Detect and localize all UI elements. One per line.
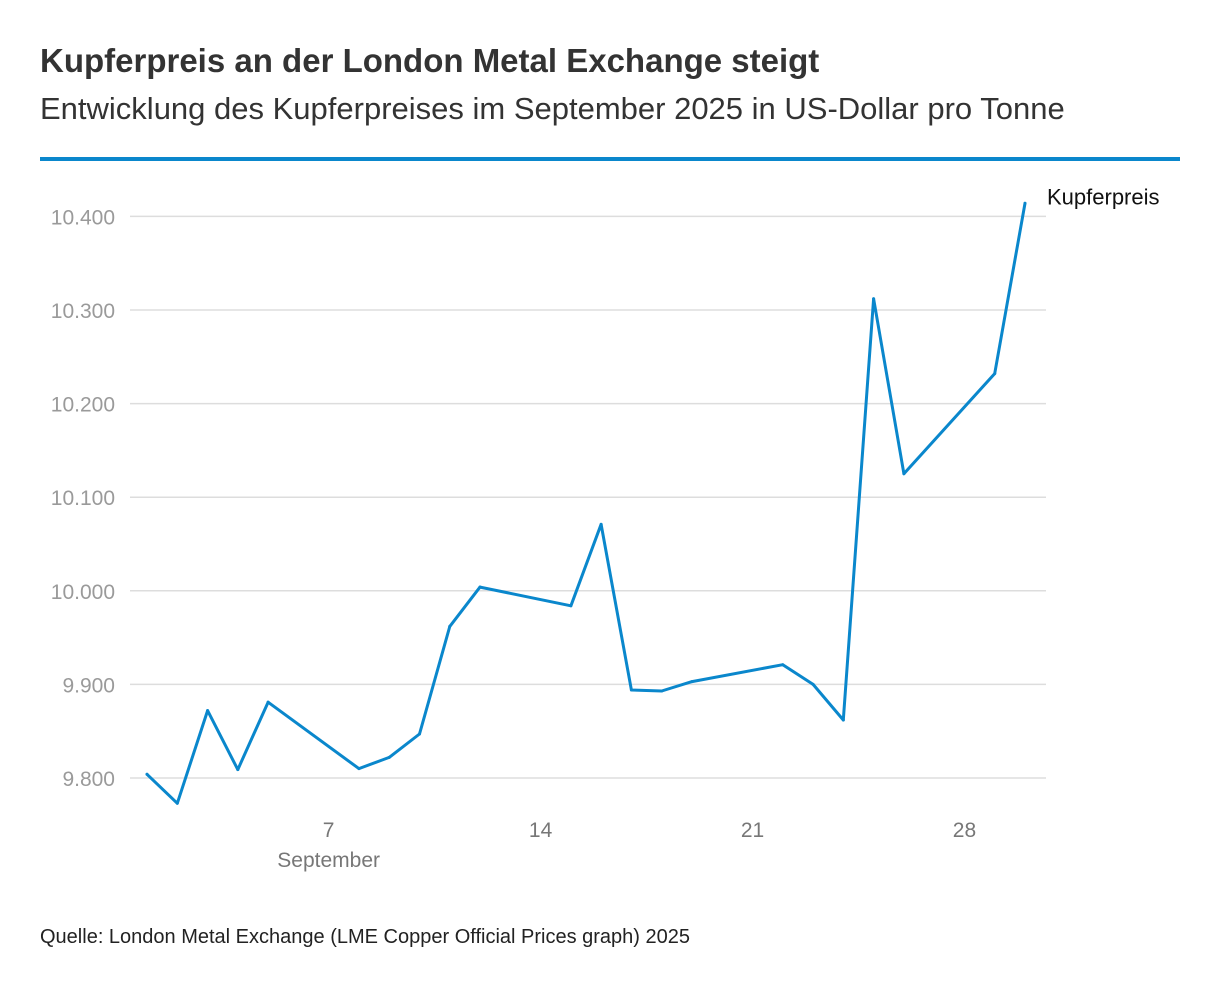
y-tick-label: 10.000 xyxy=(51,581,115,604)
y-tick-label: 10.100 xyxy=(51,487,115,510)
data-point xyxy=(872,297,876,301)
title-divider xyxy=(40,157,1180,161)
data-point xyxy=(569,604,573,608)
x-tick-label: 21 xyxy=(741,819,764,842)
y-axis-ticks: 9.800 9.900 10.000 10.100 10.200 10.300 10.400 xyxy=(51,206,115,791)
data-point xyxy=(811,682,815,686)
data-point xyxy=(599,522,603,526)
chart-subtitle: Entwicklung des Kupferpreises im Septemb… xyxy=(40,91,1065,126)
data-point xyxy=(357,767,361,771)
y-tick-label: 9.900 xyxy=(62,674,115,697)
data-point xyxy=(781,663,785,667)
data-point xyxy=(236,768,240,772)
data-point xyxy=(478,585,482,589)
source-note: Quelle: London Metal Exchange (LME Coppe… xyxy=(40,926,690,948)
y-tick-label: 10.400 xyxy=(51,206,115,229)
gridlines xyxy=(130,215,1046,779)
data-point xyxy=(448,624,452,628)
data-point xyxy=(387,755,391,759)
data-point xyxy=(417,732,421,736)
data-point xyxy=(1023,201,1027,205)
data-point xyxy=(145,772,149,776)
data-point xyxy=(660,689,664,693)
data-point xyxy=(690,680,694,684)
x-tick-label: 28 xyxy=(953,819,976,842)
chart-title: Kupferpreis an der London Metal Exchange… xyxy=(40,42,820,79)
x-axis-ticks: 7 14 21 28 xyxy=(323,819,976,842)
data-point xyxy=(993,372,997,376)
x-axis-label: September xyxy=(277,849,380,872)
data-point xyxy=(902,472,906,476)
data-point xyxy=(841,718,845,722)
data-point xyxy=(175,801,179,805)
data-point xyxy=(206,709,210,713)
series-line-kupferpreis xyxy=(145,201,1027,805)
y-tick-label: 9.800 xyxy=(62,768,115,791)
y-tick-label: 10.200 xyxy=(51,394,115,417)
y-tick-label: 10.300 xyxy=(51,300,115,323)
x-tick-label: 14 xyxy=(529,819,553,842)
data-point xyxy=(266,700,270,704)
x-tick-label: 7 xyxy=(323,819,335,842)
data-points xyxy=(145,201,1027,805)
line-chart: 9.800 9.900 10.000 10.100 10.200 10.300 10.400… xyxy=(51,184,1160,872)
series-label-kupferpreis: Kupferpreis xyxy=(1047,184,1160,209)
data-point xyxy=(629,688,633,692)
